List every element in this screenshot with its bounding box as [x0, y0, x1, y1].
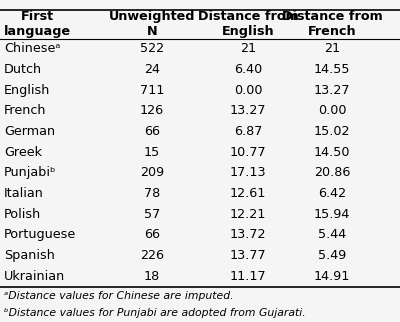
Text: 10.77: 10.77: [230, 146, 266, 159]
Text: 0.00: 0.00: [234, 84, 262, 97]
Text: Chineseᵃ: Chineseᵃ: [4, 43, 60, 55]
Text: Polish: Polish: [4, 208, 41, 221]
Text: 13.72: 13.72: [230, 228, 266, 242]
Text: 12.61: 12.61: [230, 187, 266, 200]
Text: 66: 66: [144, 125, 160, 138]
Text: Unweighted
N: Unweighted N: [109, 10, 195, 38]
Text: ᵇDistance values for Punjabi are adopted from Gujarati.: ᵇDistance values for Punjabi are adopted…: [4, 308, 306, 317]
Text: 57: 57: [144, 208, 160, 221]
Text: Greek: Greek: [4, 146, 42, 159]
Text: 78: 78: [144, 187, 160, 200]
Text: Punjabiᵇ: Punjabiᵇ: [4, 166, 56, 179]
Text: 0.00: 0.00: [318, 104, 346, 118]
Text: Distance from
English: Distance from English: [198, 10, 298, 38]
Text: ᵃDistance values for Chinese are imputed.: ᵃDistance values for Chinese are imputed…: [4, 291, 234, 301]
Text: 5.49: 5.49: [318, 249, 346, 262]
Text: 522: 522: [140, 43, 164, 55]
Text: First
language: First language: [4, 10, 71, 38]
Text: 711: 711: [140, 84, 164, 97]
Text: Ukrainian: Ukrainian: [4, 270, 65, 283]
Text: 20.86: 20.86: [314, 166, 350, 179]
Text: 6.40: 6.40: [234, 63, 262, 76]
Text: 21: 21: [324, 43, 340, 55]
Text: 24: 24: [144, 63, 160, 76]
Text: German: German: [4, 125, 55, 138]
Text: 12.21: 12.21: [230, 208, 266, 221]
Text: Distance from
French: Distance from French: [282, 10, 382, 38]
Text: 15: 15: [144, 146, 160, 159]
Text: French: French: [4, 104, 46, 118]
Text: 6.42: 6.42: [318, 187, 346, 200]
Text: 11.17: 11.17: [230, 270, 266, 283]
Text: 5.44: 5.44: [318, 228, 346, 242]
Text: 14.55: 14.55: [314, 63, 350, 76]
Text: 17.13: 17.13: [230, 166, 266, 179]
Text: 14.91: 14.91: [314, 270, 350, 283]
Text: 21: 21: [240, 43, 256, 55]
Text: English: English: [4, 84, 50, 97]
Text: 13.77: 13.77: [230, 249, 266, 262]
Text: 66: 66: [144, 228, 160, 242]
Text: 126: 126: [140, 104, 164, 118]
Text: 6.87: 6.87: [234, 125, 262, 138]
Text: 209: 209: [140, 166, 164, 179]
Text: Spanish: Spanish: [4, 249, 55, 262]
Text: 226: 226: [140, 249, 164, 262]
Text: 15.02: 15.02: [314, 125, 350, 138]
Text: Dutch: Dutch: [4, 63, 42, 76]
Text: 18: 18: [144, 270, 160, 283]
Text: 15.94: 15.94: [314, 208, 350, 221]
Text: 14.50: 14.50: [314, 146, 350, 159]
Text: Portuguese: Portuguese: [4, 228, 76, 242]
Text: 13.27: 13.27: [230, 104, 266, 118]
Text: 13.27: 13.27: [314, 84, 350, 97]
Text: Italian: Italian: [4, 187, 44, 200]
